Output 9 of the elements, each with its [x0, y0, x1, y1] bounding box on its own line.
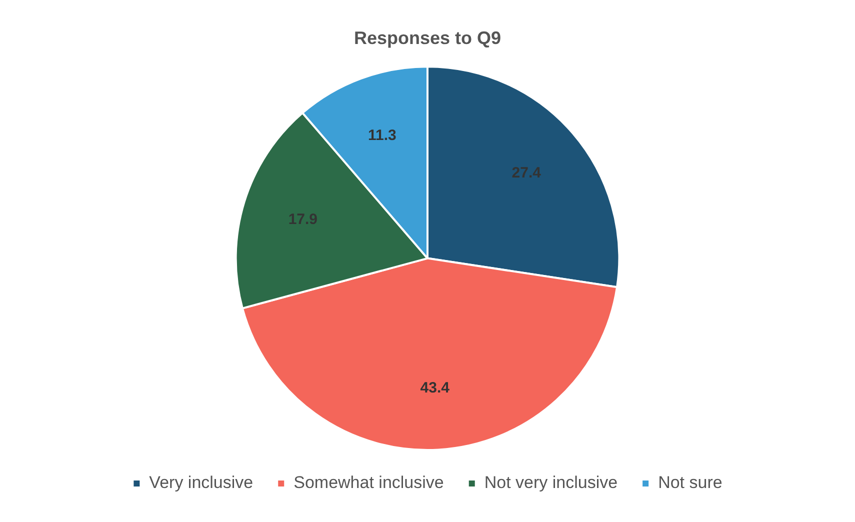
legend-label: Not sure [658, 473, 722, 492]
legend-label: Very inclusive [149, 473, 254, 492]
chart-title: Responses to Q9 [354, 28, 502, 48]
data-label: 11.3 [368, 127, 396, 144]
legend-label: Not very inclusive [484, 473, 618, 492]
legend-label: Somewhat inclusive [294, 473, 444, 492]
data-label: 27.4 [512, 164, 542, 182]
data-label: 43.4 [420, 380, 450, 397]
data-label: 17.9 [288, 211, 318, 228]
